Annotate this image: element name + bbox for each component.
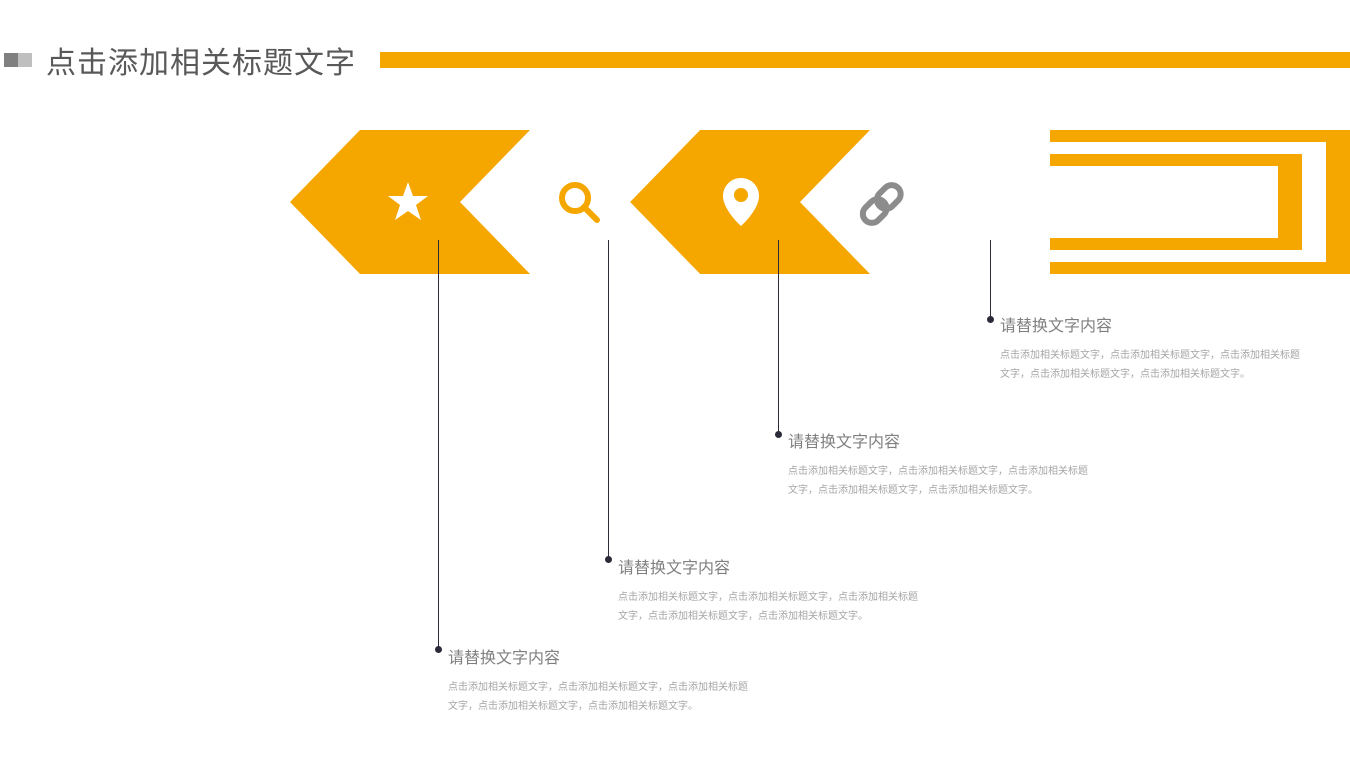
- text-block-title: 请替换文字内容: [448, 644, 748, 668]
- text-block-title: 请替换文字内容: [1000, 312, 1300, 336]
- leader-line-3: [778, 240, 779, 435]
- text-block-body: 点击添加相关标题文字，点击添加相关标题文字，点击添加相关标题文字，点击添加相关标…: [618, 588, 918, 626]
- slide-title: 点击添加相关标题文字: [46, 38, 356, 82]
- leader-line-2: [608, 240, 609, 560]
- text-block-3: 请替换文字内容 点击添加相关标题文字，点击添加相关标题文字，点击添加相关标题文字…: [788, 428, 1088, 500]
- header-accent-bar: [380, 52, 1350, 68]
- slide-header: 点击添加相关标题文字: [0, 38, 1350, 82]
- arrow-diagram: [290, 130, 1350, 274]
- text-block-1: 请替换文字内容 点击添加相关标题文字，点击添加相关标题文字，点击添加相关标题文字…: [448, 644, 748, 716]
- leader-line-4: [990, 240, 991, 320]
- header-bullet-dark: [4, 53, 18, 67]
- text-block-body: 点击添加相关标题文字，点击添加相关标题文字，点击添加相关标题文字，点击添加相关标…: [1000, 346, 1300, 384]
- text-block-2: 请替换文字内容 点击添加相关标题文字，点击添加相关标题文字，点击添加相关标题文字…: [618, 554, 918, 626]
- arrow-svg: [290, 130, 1350, 274]
- leader-line-1: [438, 240, 439, 650]
- text-block-title: 请替换文字内容: [618, 554, 918, 578]
- header-bullet-light: [18, 53, 32, 67]
- text-block-4: 请替换文字内容 点击添加相关标题文字，点击添加相关标题文字，点击添加相关标题文字…: [1000, 312, 1300, 384]
- text-block-title: 请替换文字内容: [788, 428, 1088, 452]
- text-block-body: 点击添加相关标题文字，点击添加相关标题文字，点击添加相关标题文字，点击添加相关标…: [448, 678, 748, 716]
- text-block-body: 点击添加相关标题文字，点击添加相关标题文字，点击添加相关标题文字，点击添加相关标…: [788, 462, 1088, 500]
